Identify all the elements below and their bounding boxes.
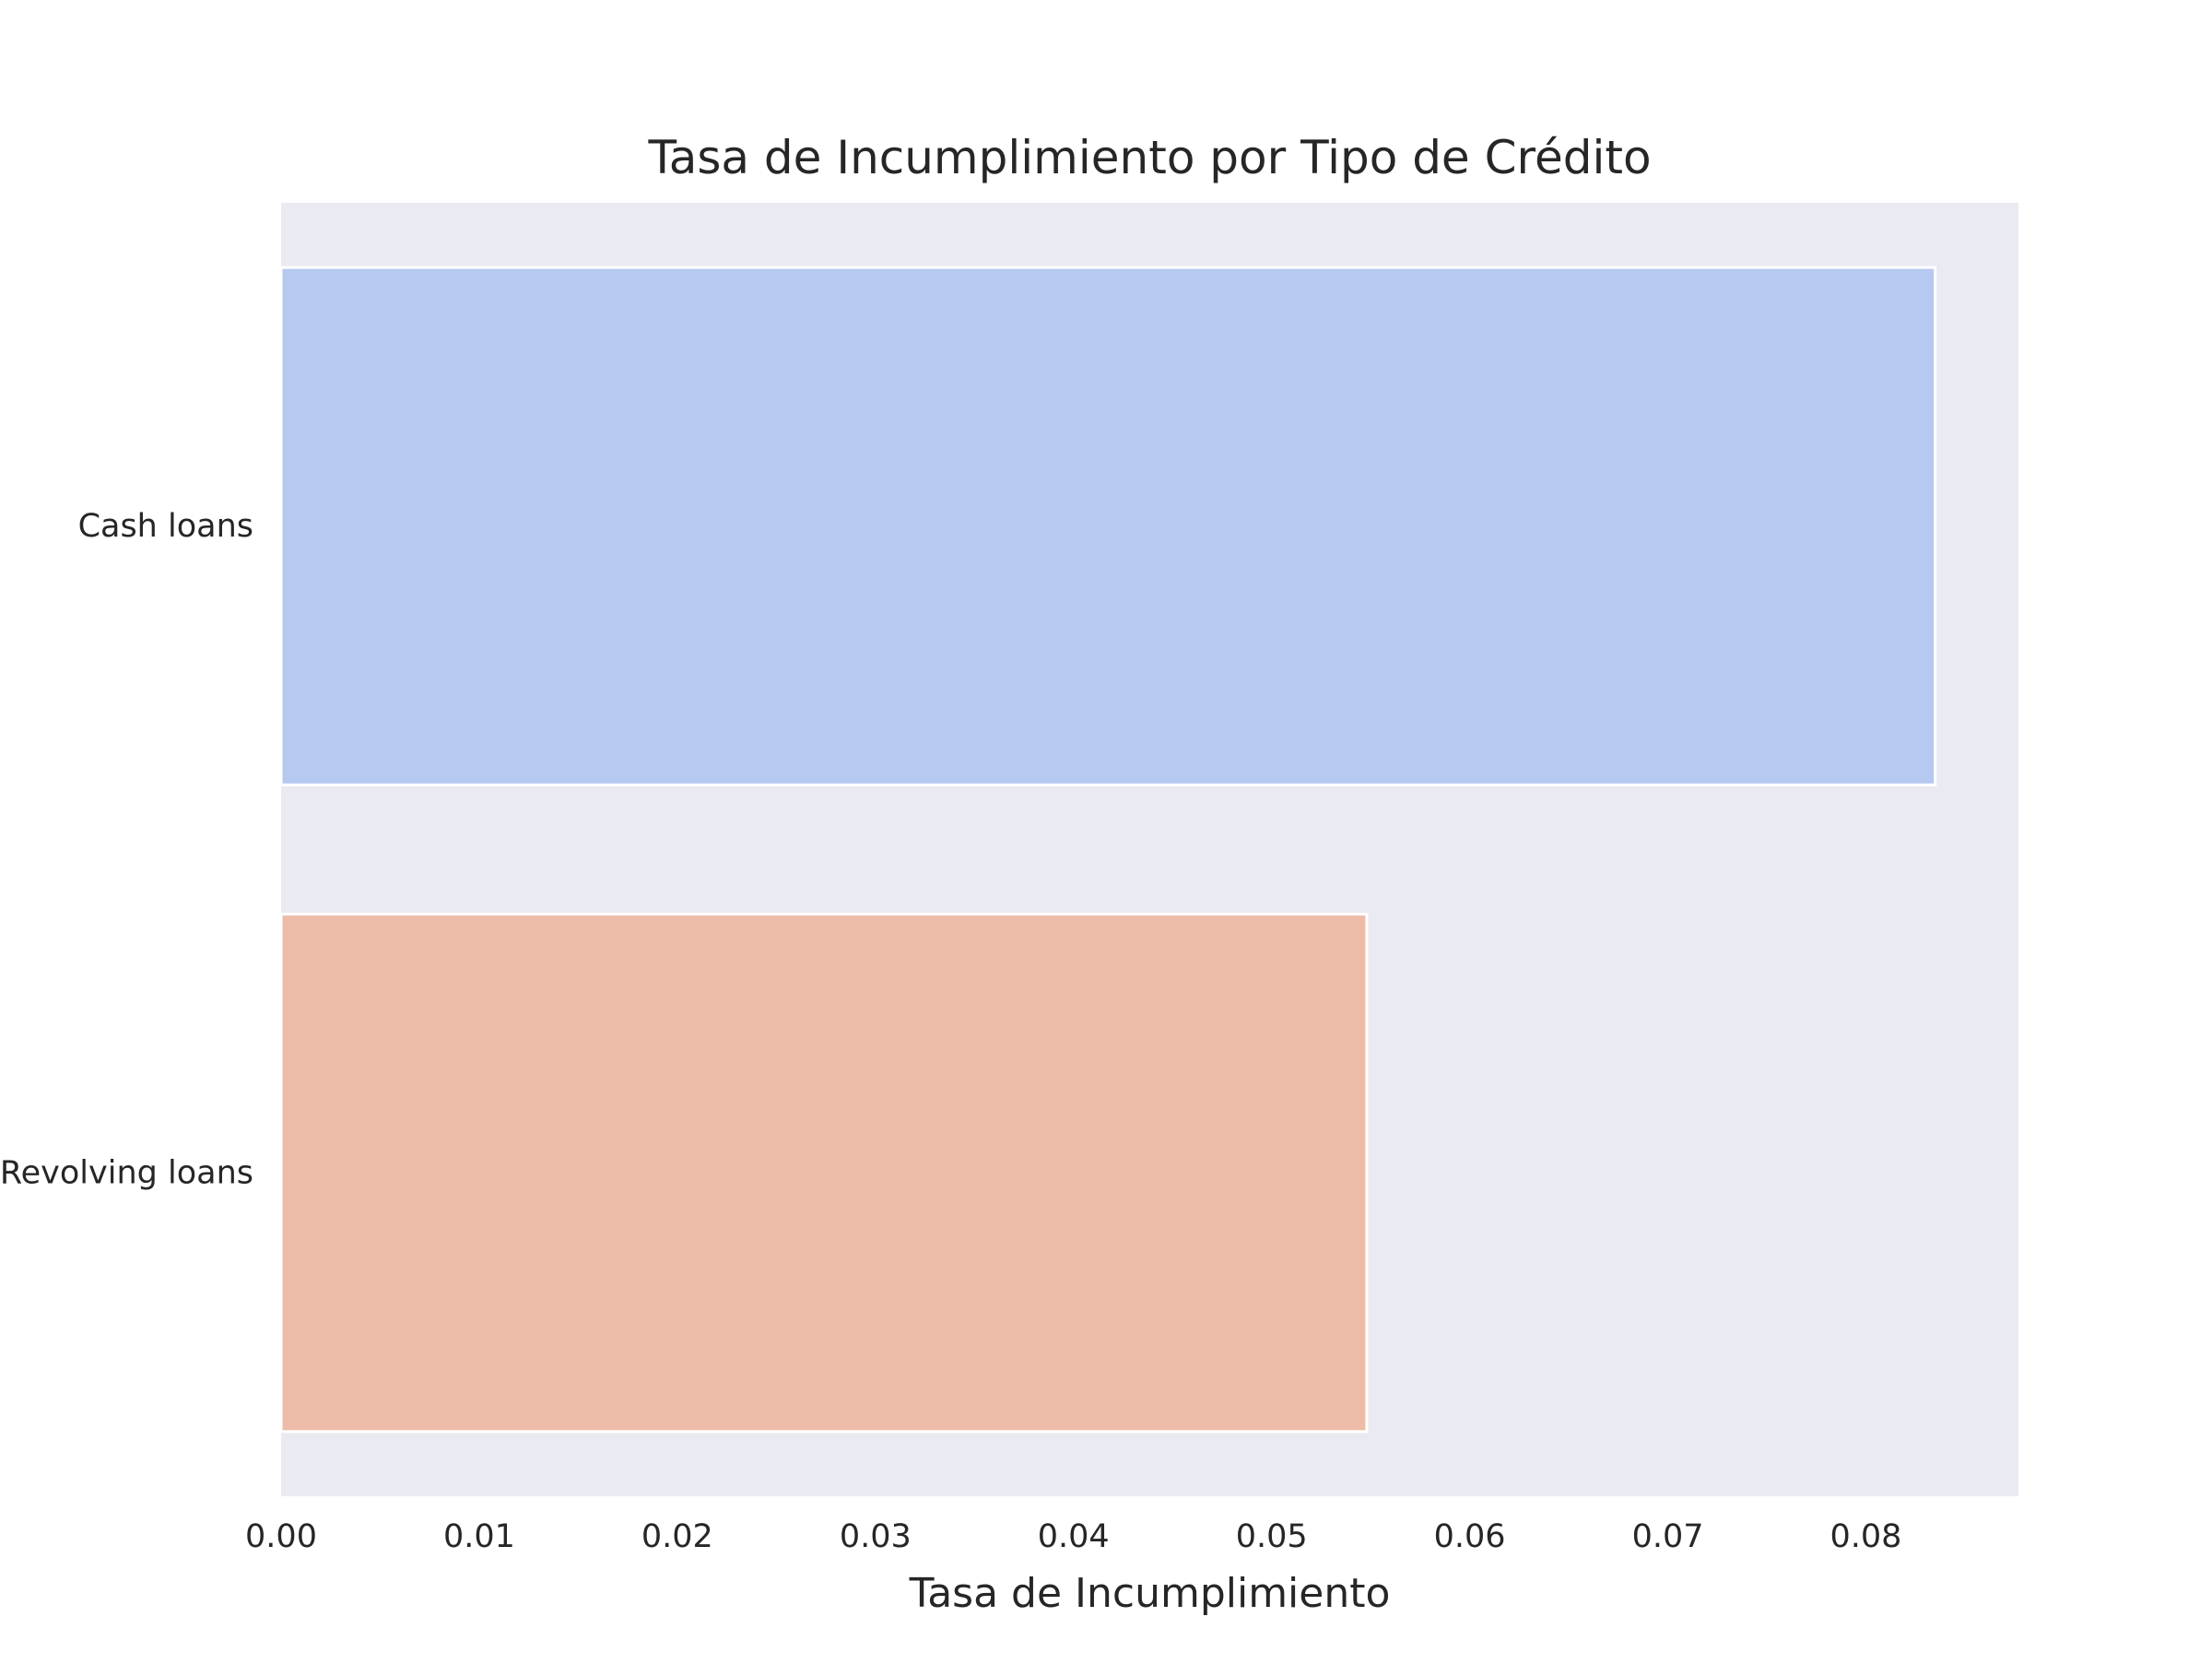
x-axis-label: Tasa de Incumplimiento (909, 1570, 1391, 1617)
x-tick-label: 0.04 (1038, 1518, 1110, 1555)
category-labels: Cash loans Revolving loans (0, 508, 253, 1192)
x-tick-labels: 0.00 0.01 0.02 0.03 0.04 0.05 0.06 0.07 0.08 (245, 1518, 1901, 1555)
x-tick-label: 0.03 (840, 1518, 912, 1555)
x-tick-label: 0.06 (1434, 1518, 1506, 1555)
bar-cash-loans (279, 266, 1937, 786)
x-tick-label: 0.01 (443, 1518, 515, 1555)
chart-title: Tasa de Incumplimiento por Tipo de Crédi… (647, 131, 1651, 184)
category-label-cash-loans: Cash loans (78, 508, 253, 545)
category-label-revolving-loans: Revolving loans (0, 1154, 253, 1191)
x-tick-label: 0.00 (245, 1518, 317, 1555)
x-tick-label: 0.08 (1830, 1518, 1902, 1555)
x-tick-label: 0.07 (1632, 1518, 1704, 1555)
x-tick-label: 0.02 (641, 1518, 713, 1555)
x-tick-label: 0.05 (1236, 1518, 1308, 1555)
bar-revolving-loans (279, 913, 1369, 1434)
bars (279, 266, 1937, 1434)
